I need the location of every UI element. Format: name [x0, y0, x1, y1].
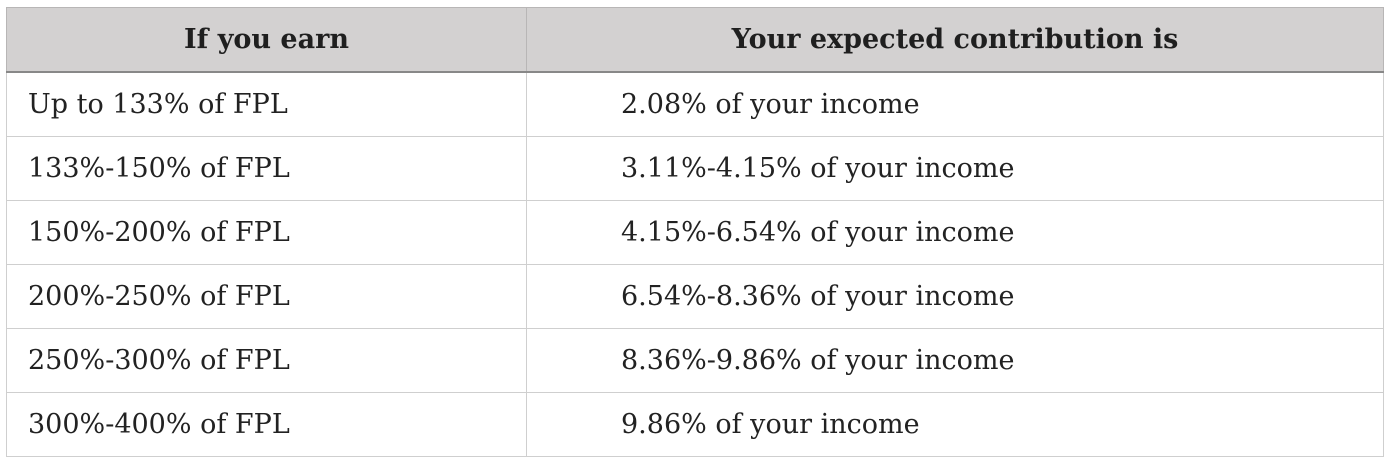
income-range-cell: 250%-300% of FPL [6, 328, 527, 393]
contribution-table: If you earn Your expected contribution i… [6, 7, 1384, 457]
contribution-table-container: If you earn Your expected contribution i… [6, 7, 1384, 457]
table-row: 200%-250% of FPL 6.54%-8.36% of your inc… [6, 264, 1384, 329]
header-expected-contribution: Your expected contribution is [526, 7, 1384, 73]
income-range-cell: 133%-150% of FPL [6, 136, 527, 201]
table-row: 250%-300% of FPL 8.36%-9.86% of your inc… [6, 328, 1384, 393]
table-header-row: If you earn Your expected contribution i… [6, 7, 1384, 73]
table-row: 300%-400% of FPL 9.86% of your income [6, 392, 1384, 457]
contribution-cell: 3.11%-4.15% of your income [526, 136, 1384, 201]
contribution-cell: 9.86% of your income [526, 392, 1384, 457]
income-range-cell: Up to 133% of FPL [6, 71, 527, 137]
table-row: 133%-150% of FPL 3.11%-4.15% of your inc… [6, 136, 1384, 201]
table-row: 150%-200% of FPL 4.15%-6.54% of your inc… [6, 200, 1384, 265]
income-range-cell: 200%-250% of FPL [6, 264, 527, 329]
table-row: Up to 133% of FPL 2.08% of your income [6, 71, 1384, 137]
income-range-cell: 150%-200% of FPL [6, 200, 527, 265]
contribution-cell: 4.15%-6.54% of your income [526, 200, 1384, 265]
income-range-cell: 300%-400% of FPL [6, 392, 527, 457]
contribution-cell: 6.54%-8.36% of your income [526, 264, 1384, 329]
contribution-cell: 8.36%-9.86% of your income [526, 328, 1384, 393]
contribution-cell: 2.08% of your income [526, 71, 1384, 137]
header-if-you-earn: If you earn [6, 7, 527, 73]
